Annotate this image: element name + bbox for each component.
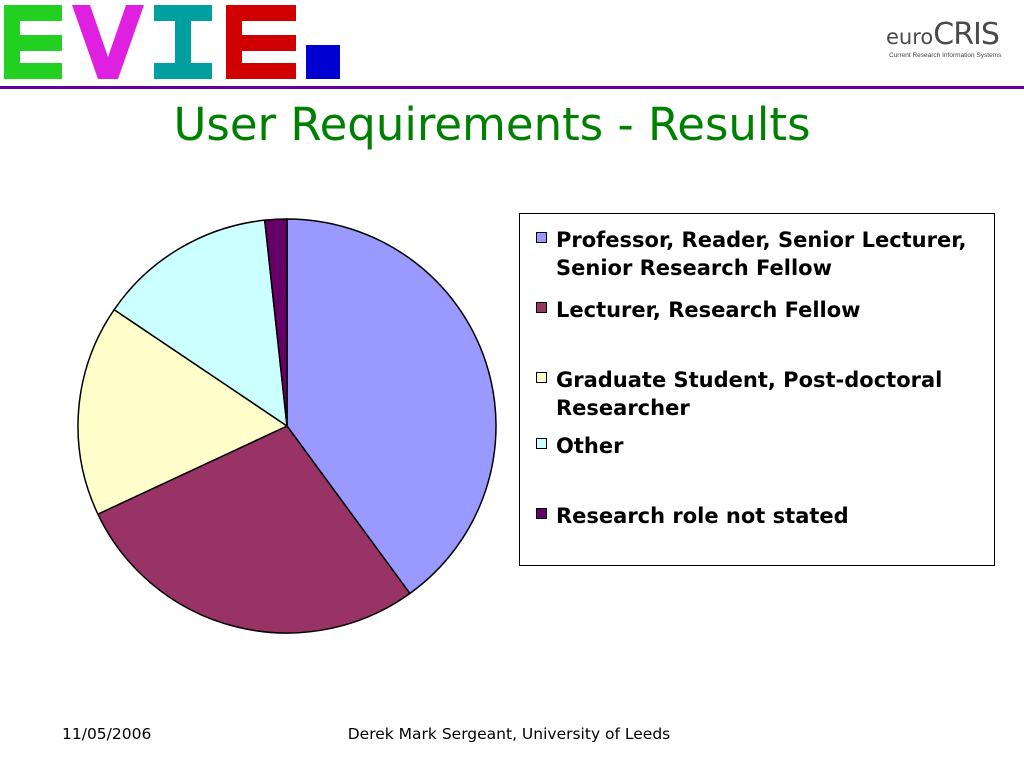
legend-item: Other (536, 432, 996, 460)
pie-slice-1 (286, 218, 497, 595)
legend-item: Lecturer, Research Fellow (536, 296, 996, 324)
legend-item: Research role not stated (536, 502, 996, 530)
pie-chart (77, 218, 497, 634)
legend-label: Senior Research Fellow (556, 256, 832, 280)
eurocris-tagline: Current Research Information Systems (889, 52, 1002, 59)
slide-title: User Requirements - Results (173, 98, 811, 151)
legend-label: Researcher (556, 396, 690, 420)
header-divider (0, 86, 1024, 89)
legend-label: Other (556, 434, 624, 458)
legend-item: Graduate Student, Post-doctoral Researche… (536, 366, 996, 422)
legend-label: Professor, Reader, Senior Lecturer, (556, 228, 967, 252)
legend-item: Professor, Reader, Senior Lecturer, Senio… (536, 226, 996, 282)
eurocris-wordmark: euroCRIS (886, 17, 1000, 52)
legend-swatch (536, 302, 547, 313)
evie-letter-i (154, 5, 212, 79)
evie-letter-v (72, 5, 144, 79)
pie-slice-3 (77, 308, 288, 515)
footer-author: Derek Mark Sergeant, University of Leeds (347, 725, 671, 743)
legend-swatch (536, 438, 547, 449)
legend-label: Graduate Student, Post-doctoral (556, 368, 943, 392)
evie-logo (4, 5, 340, 79)
legend-swatch (536, 232, 547, 243)
evie-dot (306, 45, 340, 79)
pie-slice-4 (113, 219, 288, 427)
pie-slice-5 (263, 218, 288, 427)
eurocris-logo: euroCRIS Current Research Information Sy… (884, 20, 1016, 68)
legend-swatch (536, 508, 547, 519)
eurocris-prefix: euro (886, 25, 934, 49)
eurocris-name: CRIS (933, 17, 1000, 52)
legend-label: Lecturer, Research Fellow (556, 298, 861, 322)
evie-letter-e2 (226, 5, 296, 79)
pie-slice-2 (97, 425, 411, 634)
legend-swatch (536, 372, 547, 383)
legend-label: Research role not stated (556, 504, 849, 528)
chart-legend: Professor, Reader, Senior Lecturer, Senio… (519, 213, 995, 566)
footer-date: 11/05/2006 (62, 725, 152, 743)
evie-letter-e (4, 5, 62, 79)
